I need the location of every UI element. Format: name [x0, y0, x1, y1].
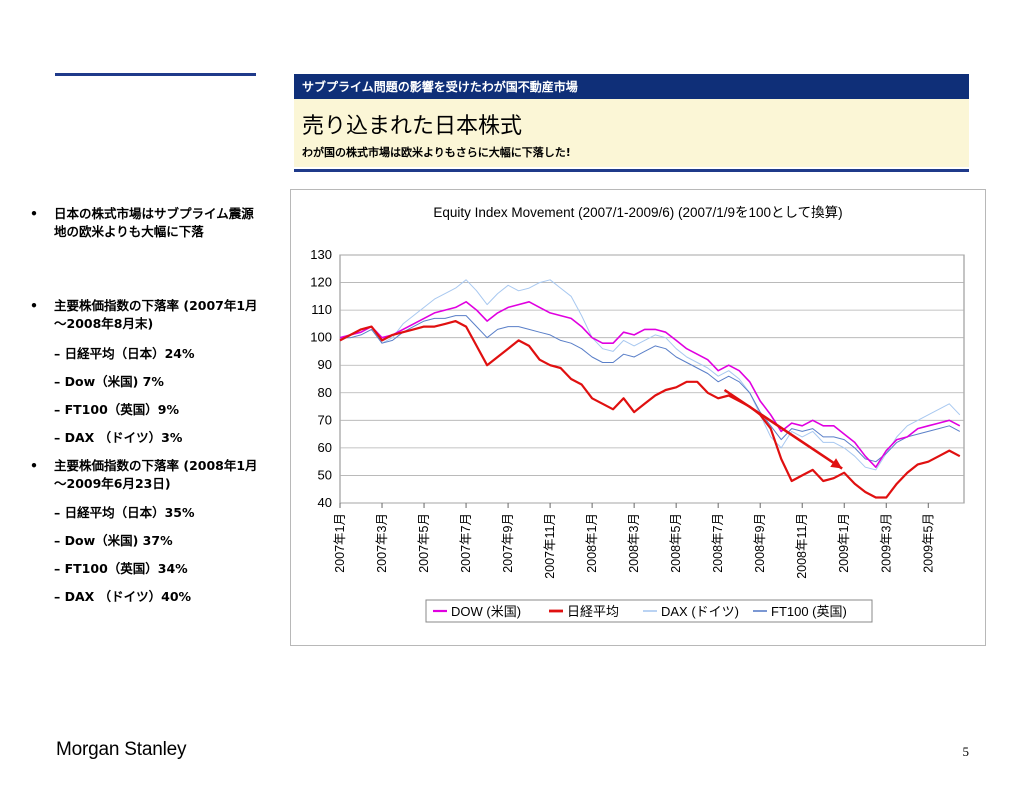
title-band-rule — [294, 169, 969, 172]
y-tick-label: 90 — [318, 357, 332, 372]
sub-bullet-text: 日経平均（日本）35% — [64, 505, 195, 520]
header-top-rule — [55, 73, 256, 76]
header-band-text: サブプライム問題の影響を受けたわが国不動産市場 — [302, 80, 578, 94]
sub-bullet: – Dow（米国) 37% — [54, 532, 173, 550]
bullet-marker: • — [30, 206, 38, 221]
x-tick-label: 2009年1月 — [837, 513, 851, 573]
morgan-stanley-logo: Morgan Stanley — [56, 739, 187, 760]
x-tick-label: 2008年11月 — [795, 513, 809, 579]
x-tick-label: 2007年3月 — [375, 513, 389, 573]
x-tick-label: 2008年3月 — [627, 513, 641, 573]
legend-label: DAX (ドイツ) — [661, 604, 739, 619]
bullet-marker: • — [30, 298, 38, 313]
sub-bullet-text: DAX （ドイツ）3% — [64, 430, 183, 445]
chart-series — [339, 279, 961, 499]
bullet-item: • 日本の株式市場はサブプライム震源地の欧米よりも大幅に下落 — [30, 205, 260, 241]
plot-area — [339, 254, 965, 504]
y-tick-label: 70 — [318, 412, 332, 427]
sub-bullet: – FT100（英国）34% — [54, 560, 188, 578]
sub-bullet: – 日経平均（日本）35% — [54, 504, 195, 522]
x-tick-label: 2009年3月 — [879, 513, 893, 573]
x-tick-label: 2008年7月 — [711, 513, 725, 573]
bullet-item: • 主要株価指数の下落率 (2007年1月～2008年8月末) — [30, 297, 260, 333]
x-tick-label: 2007年7月 — [459, 513, 473, 573]
bullet-text: 日本の株式市場はサブプライム震源地の欧米よりも大幅に下落 — [54, 206, 254, 239]
chart-axes: 40 50 60 70 80 90 100 110 120 130 2007年1月 2007年3月 20… — [310, 247, 935, 579]
sub-bullet-text: DAX （ドイツ）40% — [64, 589, 192, 604]
sub-bullet-text: 日経平均（日本）24% — [64, 346, 195, 361]
sub-bullet-marker: – — [54, 346, 61, 361]
y-tick-label: 60 — [318, 440, 332, 455]
bullet-text: 主要株価指数の下落率 (2008年1月～2009年6月23日) — [54, 458, 258, 491]
chart-legend: DOW (米国) 日経平均 DAX (ドイツ) FT100 (英国) — [425, 599, 873, 623]
legend-label: DOW (米国) — [451, 604, 521, 619]
bullet-marker: • — [30, 458, 38, 473]
chart-annotation — [723, 388, 843, 470]
x-tick-label: 2007年1月 — [333, 513, 347, 573]
page-subtitle: わが国の株式市場は欧米よりもさらに大幅に下落した! — [302, 146, 571, 159]
sub-bullet-marker: – — [54, 402, 61, 417]
y-tick-label: 110 — [311, 302, 332, 317]
x-tick-label: 2008年9月 — [753, 513, 767, 573]
sub-bullet-text: FT100（英国）9% — [64, 402, 179, 417]
page-number: 5 — [962, 744, 970, 759]
sub-bullet-text: Dow（米国) 7% — [64, 374, 164, 389]
sub-bullet-text: Dow（米国) 37% — [64, 533, 173, 548]
y-tick-label: 130 — [310, 247, 332, 262]
sub-bullet: – Dow（米国) 7% — [54, 373, 164, 391]
arrow-head — [830, 458, 843, 469]
sub-bullet-marker: – — [54, 533, 61, 548]
legend-label: 日経平均 — [567, 604, 619, 619]
header-band: サブプライム問題の影響を受けたわが国不動産市場 — [294, 74, 969, 99]
sub-bullet: – DAX （ドイツ）40% — [54, 588, 191, 606]
bullet-text: 主要株価指数の下落率 (2007年1月～2008年8月末) — [54, 298, 258, 331]
sub-bullet-marker: – — [54, 561, 61, 576]
sub-bullet: – FT100（英国）9% — [54, 401, 179, 419]
series-line — [339, 301, 961, 469]
chart-title: Equity Index Movement (2007/1-2009/6) (2… — [433, 205, 842, 220]
equity-index-chart: Equity Index Movement (2007/1-2009/6) (2… — [310, 205, 965, 623]
x-tick-label: 2008年1月 — [585, 513, 599, 573]
page-title: 売り込まれた日本株式 — [302, 114, 523, 139]
x-tick-label: 2007年9月 — [501, 513, 515, 573]
sub-bullet-marker: – — [54, 589, 61, 604]
chart-frame: Equity Index Movement (2007/1-2009/6) (2… — [290, 189, 986, 646]
sub-bullet: – DAX （ドイツ）3% — [54, 429, 182, 447]
x-tick-label: 2007年11月 — [543, 513, 557, 579]
sub-bullet-text: FT100（英国）34% — [64, 561, 188, 576]
sub-bullet: – 日経平均（日本）24% — [54, 345, 195, 363]
x-tick-label: 2007年5月 — [417, 513, 431, 573]
sub-bullet-marker: – — [54, 430, 61, 445]
y-tick-label: 120 — [310, 275, 332, 290]
y-tick-label: 100 — [310, 330, 332, 345]
chart-grid — [339, 254, 965, 504]
y-tick-label: 40 — [318, 495, 332, 510]
legend-label: FT100 (英国) — [771, 604, 847, 619]
x-tick-label: 2008年5月 — [669, 513, 683, 573]
series-line — [339, 320, 961, 499]
sub-bullet-marker: – — [54, 505, 61, 520]
series-line — [339, 279, 961, 471]
bullet-item: • 主要株価指数の下落率 (2008年1月～2009年6月23日) — [30, 457, 260, 493]
x-tick-label: 2009年5月 — [921, 513, 935, 573]
series-line — [340, 315, 961, 463]
y-tick-label: 80 — [318, 385, 332, 400]
title-band: 売り込まれた日本株式 わが国の株式市場は欧米よりもさらに大幅に下落した! — [294, 99, 969, 167]
arrow-shaft — [723, 388, 843, 470]
y-tick-label: 50 — [318, 467, 332, 482]
sub-bullet-marker: – — [54, 374, 61, 389]
